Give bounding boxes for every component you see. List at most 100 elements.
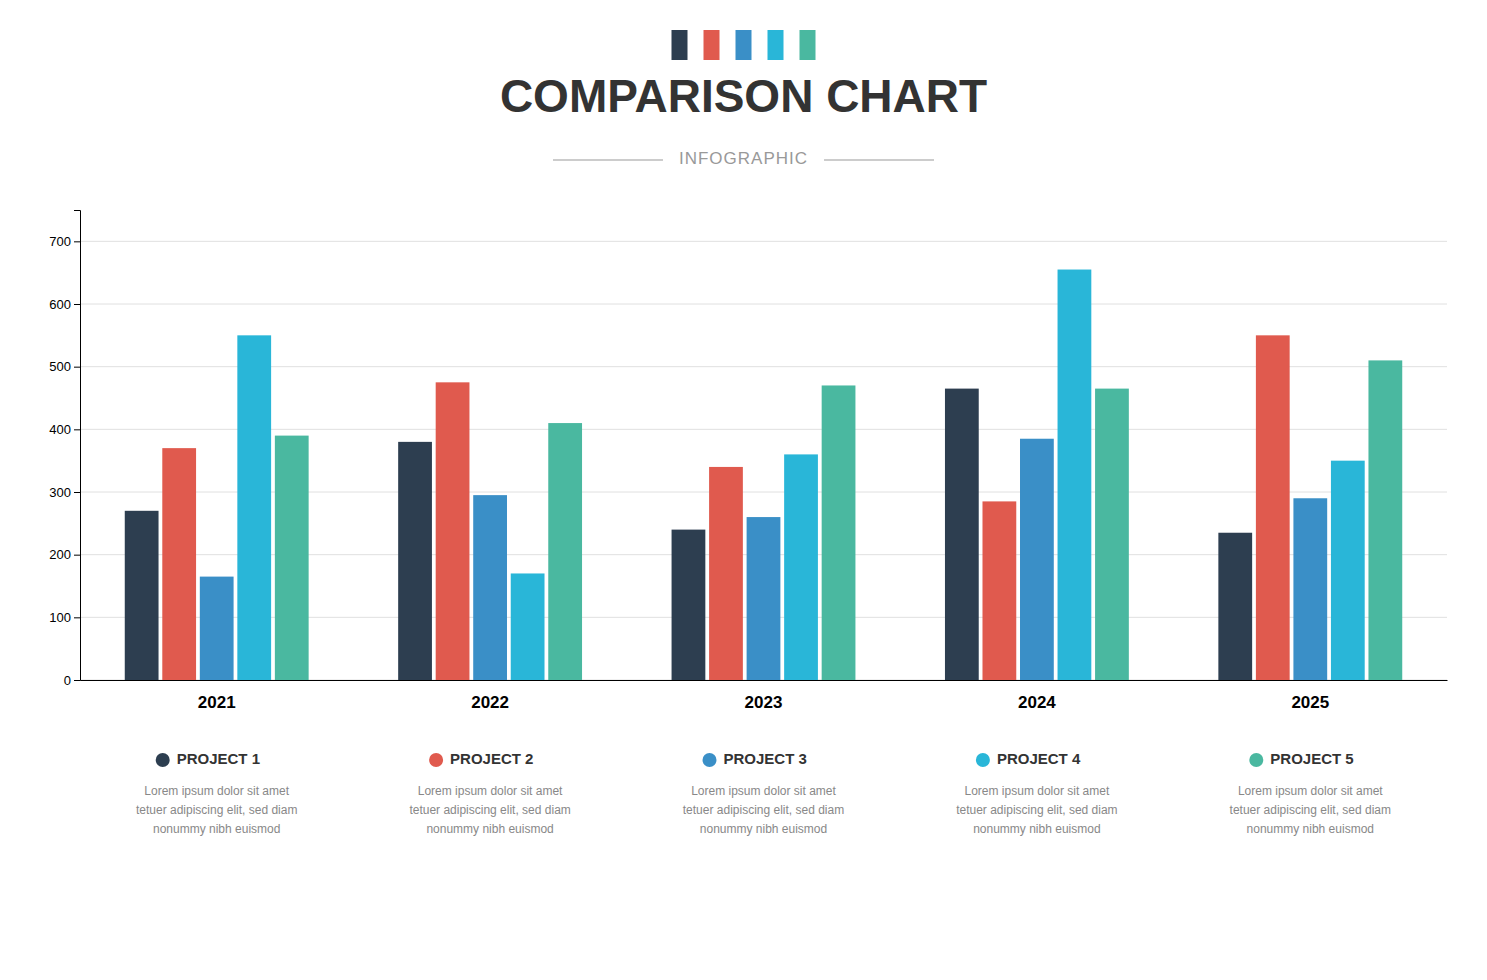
grid [80,241,1447,680]
y-tick-label: 200 [49,547,71,562]
y-tick: 700 [49,234,80,249]
y-tick: 600 [49,297,80,312]
legend-description: Lorem ipsum dolor sit amet tetuer adipis… [900,782,1173,840]
y-tick-label: 0 [64,673,71,688]
y-tick-label: 700 [49,234,71,249]
bar [237,335,271,680]
bar [1293,498,1327,680]
bar [200,577,234,680]
x-tick: 2023 [745,680,783,712]
y-tick-mark [74,241,80,242]
bar [784,454,818,680]
bars [125,270,1402,680]
bar [1020,439,1054,680]
bar [709,467,743,680]
bar [125,511,159,680]
y-axis-line [74,211,81,681]
legend-swatch [429,753,443,767]
bar-series [275,360,1402,680]
bar [275,436,309,680]
bar [162,448,196,680]
y-tick-label: 300 [49,485,71,500]
grid-line [80,304,1447,305]
y-tick-mark [74,617,80,618]
chart-title: COMPARISON CHART [500,70,987,122]
legend-description: Lorem ipsum dolor sit amet tetuer adipis… [1174,782,1447,840]
x-axis-line [81,680,1448,681]
bar [672,530,706,680]
legend-label: PROJECT 5 [1270,750,1353,767]
legend-label: PROJECT 1 [177,750,260,767]
y-tick: 100 [49,610,80,625]
x-tick: 2021 [198,680,236,712]
bar [945,389,979,680]
grid-line [80,366,1447,367]
title-icon [704,30,720,60]
bar [747,517,781,680]
bar [548,423,582,680]
y-tick: 0 [64,673,80,688]
bar-series [162,335,1289,680]
legend-item: PROJECT 3 [703,750,807,767]
chart-page: COMPARISON CHART INFOGRAPHIC 0 100 200 300 400… [0,0,1487,980]
y-tick: 300 [49,485,80,500]
subtitle-rule [824,159,934,161]
y-tick-label: 600 [49,297,71,312]
legend-item: PROJECT 1 [156,750,260,767]
bar [1331,461,1365,680]
y-tick-mark [74,304,80,305]
x-tick-label: 2023 [745,693,783,712]
y-tick: 200 [49,547,80,562]
y-tick-mark [74,492,80,493]
bar-series [200,439,1327,680]
legend-description: Lorem ipsum dolor sit amet tetuer adipis… [627,782,900,840]
y-tick-label: 500 [49,359,71,374]
bar-series [237,270,1364,680]
plot-area: 0100200300400500600700202120222023202420… [49,211,1447,713]
bar [1256,335,1290,680]
bar [436,382,470,680]
chart-subtitle: INFOGRAPHIC [679,149,808,168]
legend-label: PROJECT 4 [997,750,1081,767]
legend-label: PROJECT 2 [450,750,533,767]
title-icon [800,30,816,60]
bar [822,385,856,680]
legend-description: Lorem ipsum dolor sit amet tetuer adipis… [80,782,353,840]
x-tick: 2024 [1018,680,1056,712]
bar [473,495,507,680]
legend-swatch [156,753,170,767]
y-tick-mark [74,555,80,556]
legend-item: PROJECT 5 [1249,750,1353,767]
legend-swatch [703,753,717,767]
title-icon [736,30,752,60]
y-tick-label: 400 [49,422,71,437]
legend-item: PROJECT 4 [976,750,1081,767]
x-tick-label: 2022 [471,693,509,712]
legend-label: PROJECT 3 [724,750,807,767]
y-tick-label: 100 [49,610,71,625]
bar [398,442,432,680]
x-axis: 2021 2022 2023 2024 2025 [81,680,1448,712]
y-tick-mark [74,367,80,368]
x-tick-label: 2021 [198,693,236,712]
legend-swatch [1249,753,1263,767]
subtitle-rule [553,159,663,161]
bar [1095,389,1129,680]
legend-item: PROJECT 2 [429,750,533,767]
bar [1368,360,1402,680]
grid-line [80,241,1447,242]
x-tick: 2022 [471,680,509,712]
bar [511,573,545,680]
x-tick-label: 2025 [1291,693,1329,712]
x-tick-label: 2024 [1018,693,1056,712]
y-tick: 500 [49,359,80,374]
title-icon [768,30,784,60]
grid-line [80,429,1447,430]
legend-description: Lorem ipsum dolor sit amet tetuer adipis… [353,782,626,840]
y-tick-mark [74,680,80,681]
y-axis: 0 100 200 300 400 500 600 700 [49,211,80,688]
bar [1058,270,1092,680]
x-tick: 2025 [1291,680,1329,712]
title-icon [672,30,688,60]
title-icons [672,30,816,60]
